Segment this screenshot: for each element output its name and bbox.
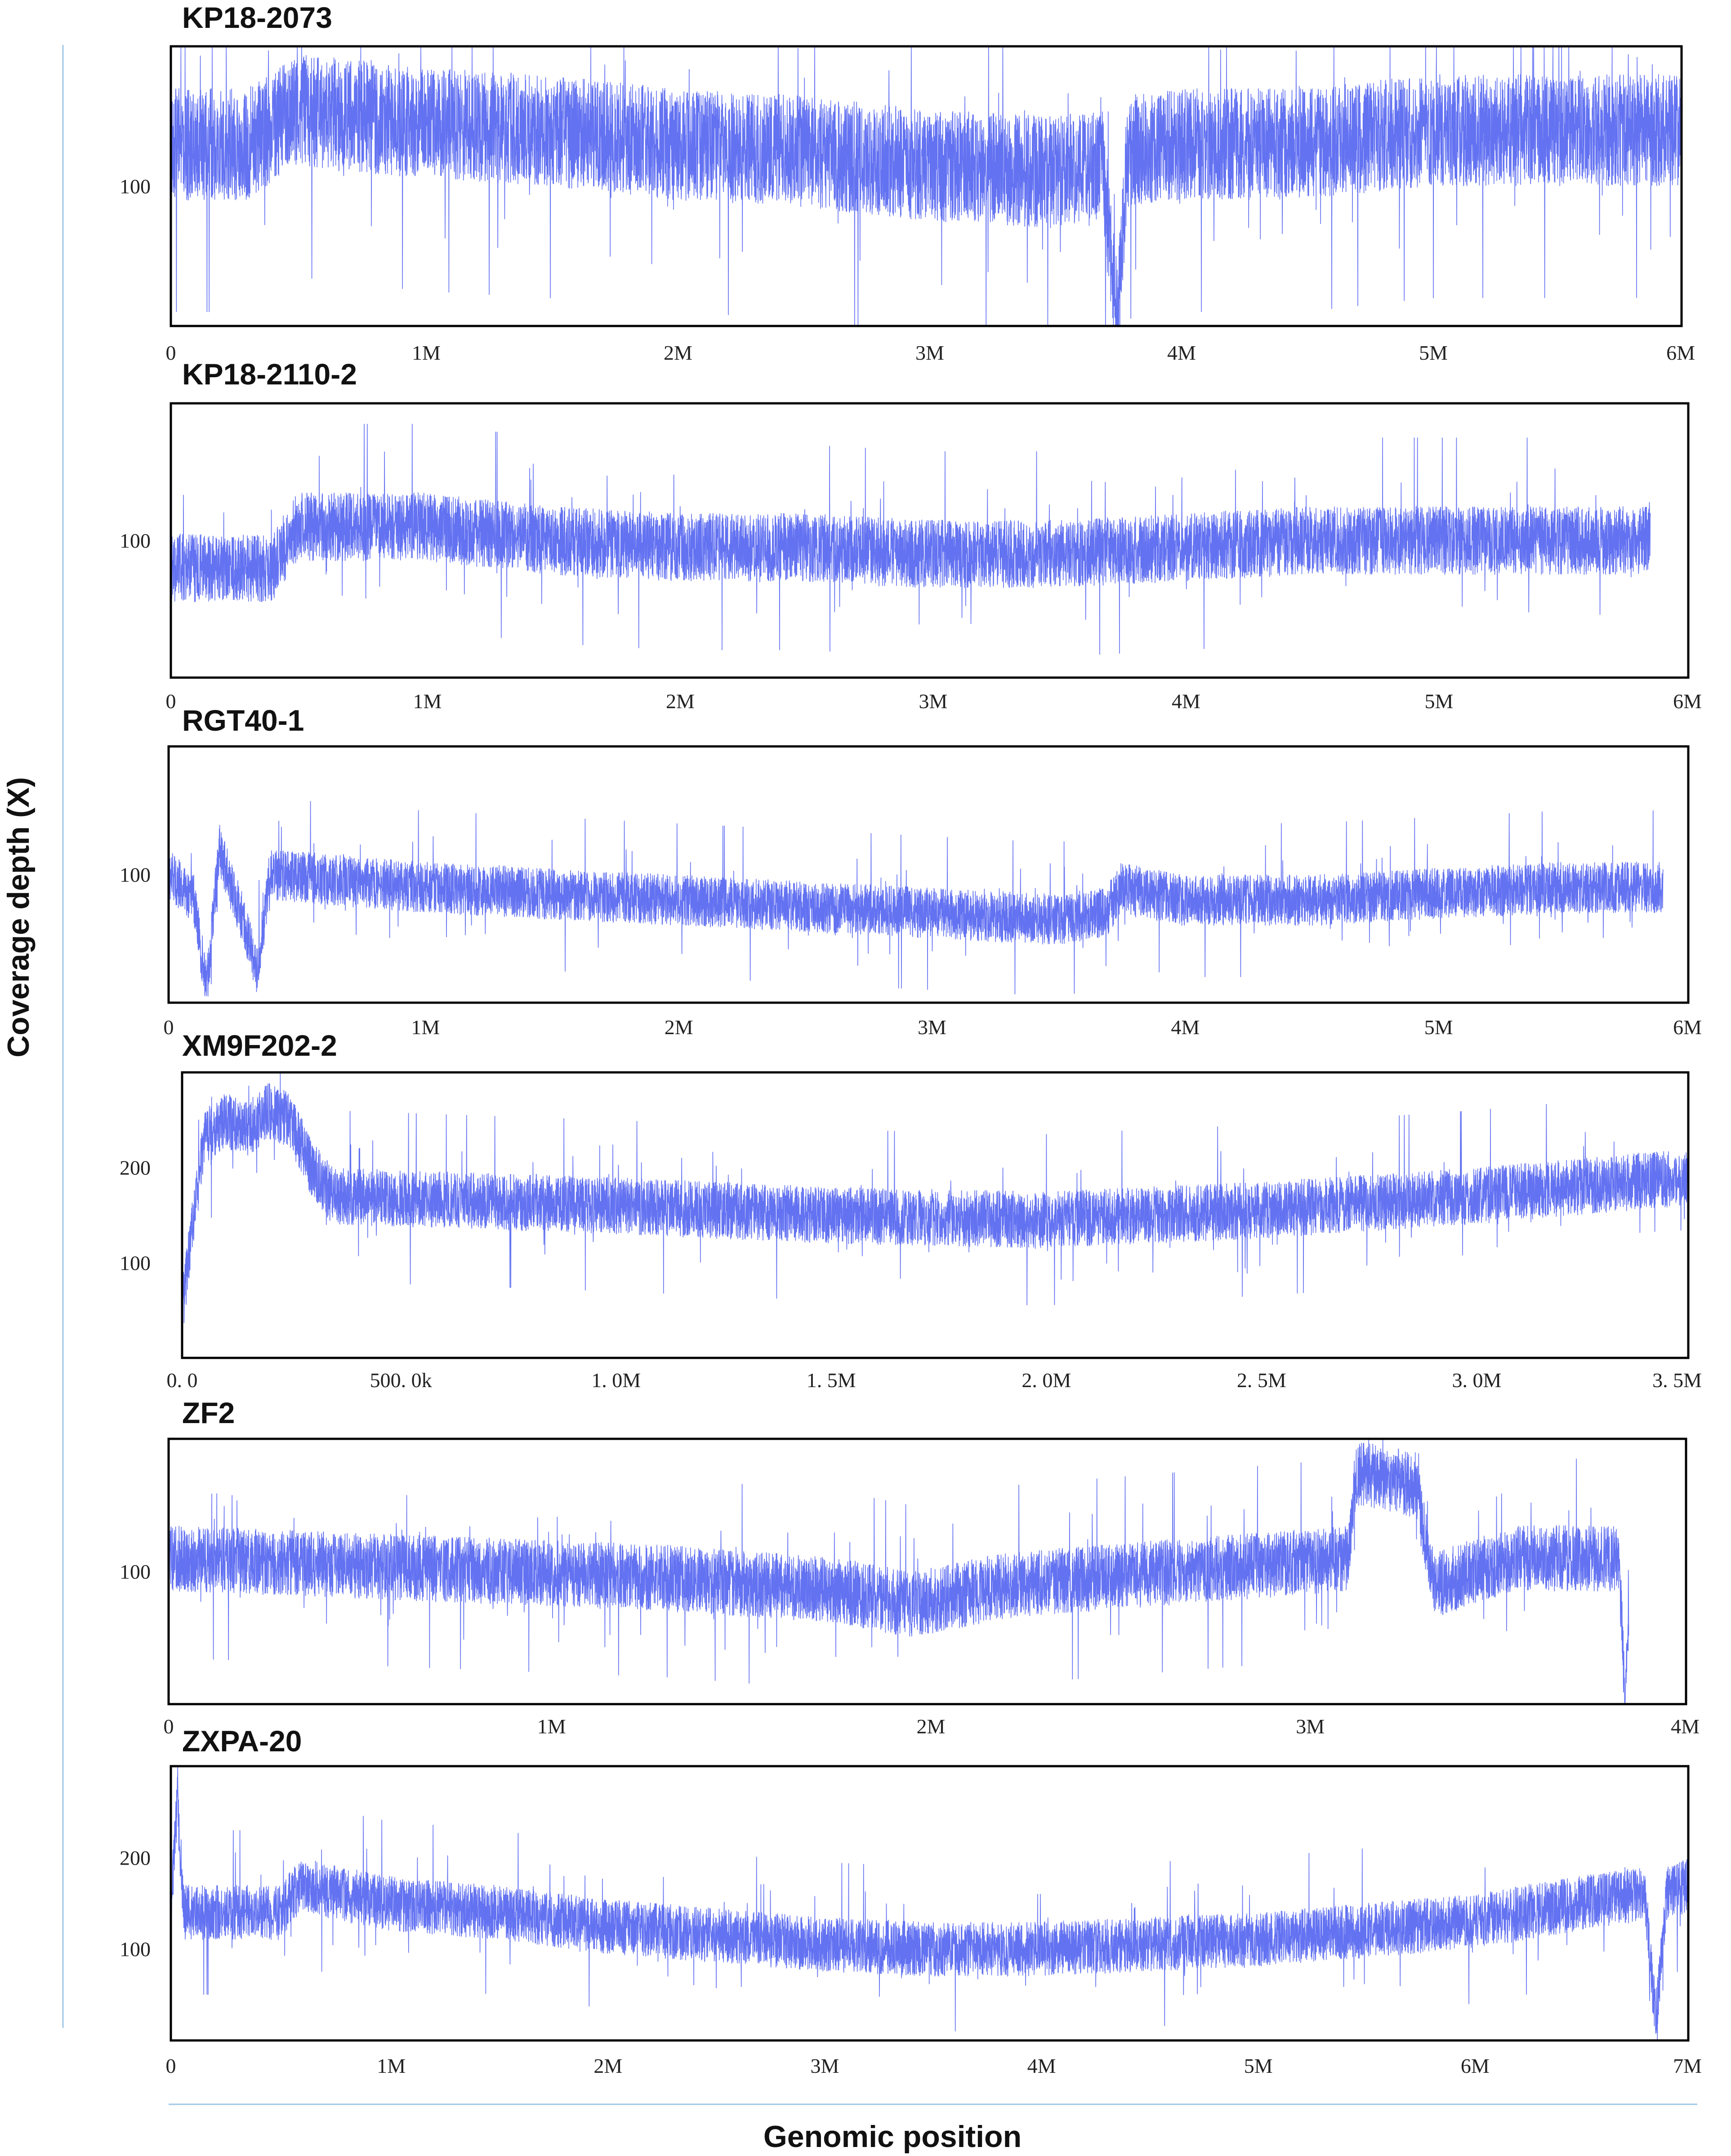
- x-tick-label: 2. 0M: [1022, 1369, 1071, 1392]
- plot-frame: [167, 745, 1690, 1004]
- coverage-trace: [182, 1073, 1689, 1323]
- plot-frame: [170, 402, 1690, 679]
- x-tick-label: 3M: [1296, 1715, 1325, 1738]
- y-tick-label: 100: [120, 175, 151, 198]
- x-tick-label: 0: [166, 690, 176, 713]
- x-tick-label: 1. 0M: [591, 1369, 641, 1392]
- plot-frame: [181, 1071, 1690, 1359]
- y-tick-label: 100: [120, 863, 151, 886]
- y-tick-label: 100: [120, 1251, 151, 1274]
- x-tick-label: 2M: [666, 690, 695, 713]
- x-tick-label: 3. 5M: [1652, 1369, 1702, 1392]
- x-tick-label: 6M: [1666, 341, 1695, 364]
- x-tick-label: 500. 0k: [370, 1369, 432, 1392]
- x-tick-label: 2. 5M: [1237, 1369, 1286, 1392]
- x-tick-label: 3M: [918, 1016, 946, 1039]
- x-tick-label: 0: [164, 1016, 174, 1039]
- x-tick-label: 3. 0M: [1452, 1369, 1501, 1392]
- x-tick-label: 4M: [1167, 341, 1196, 364]
- x-tick-label: 0: [166, 2054, 176, 2077]
- x-tick-label: 1M: [413, 690, 442, 713]
- panel-title: KP18-2110-2: [182, 357, 357, 391]
- chart-panels: KP18-2073 0 1M 2M 3M 4M 5M 6M 100 KP18-2110-2 0 1M 2…: [120, 1, 1702, 2077]
- x-tick-label: 6M: [1673, 1016, 1702, 1039]
- x-tick-label: 6M: [1673, 690, 1702, 713]
- x-tick-label: 0: [166, 341, 176, 364]
- plot-frame: [170, 45, 1683, 327]
- x-tick-label: 1M: [411, 1016, 440, 1039]
- x-tick-label: 3M: [810, 2054, 839, 2077]
- coverage-trace: [168, 801, 1664, 997]
- panel-title: KP18-2073: [182, 1, 332, 34]
- x-tick-label: 5M: [1419, 341, 1448, 364]
- x-tick-label: 1M: [412, 341, 441, 364]
- x-tick-label: 2M: [664, 341, 692, 364]
- x-tick-label: 1M: [537, 1715, 566, 1738]
- x-tick-label: 4M: [1171, 1016, 1200, 1039]
- plot-frame: [170, 1765, 1690, 2042]
- panel-title: ZF2: [182, 1396, 235, 1429]
- y-tick-label: 200: [120, 1156, 151, 1179]
- plot-frame: [167, 1437, 1687, 1705]
- x-tick-label: 4M: [1027, 2054, 1056, 2077]
- x-tick-label: 6M: [1461, 2054, 1490, 2077]
- coverage-trace: [170, 1767, 1689, 2040]
- panel-1: KP18-2073 0 1M 2M 3M 4M 5M 6M 100: [120, 1, 1695, 364]
- x-axis-title: Genomic position: [763, 2120, 1022, 2154]
- x-tick-label: 3M: [915, 341, 944, 364]
- x-tick-label: 2M: [665, 1016, 693, 1039]
- x-tick-label: 2M: [917, 1715, 946, 1738]
- x-tick-label: 0. 0: [167, 1369, 198, 1392]
- panel-2: KP18-2110-2 0 1M 2M 3M 4M 5M 6M 100: [120, 357, 1702, 713]
- panel-title: XM9F202-2: [182, 1029, 337, 1062]
- x-tick-label: 7M: [1673, 2054, 1702, 2077]
- panel-3: RGT40-1 0 1M 2M 3M 4M 5M 6M 100: [120, 704, 1702, 1039]
- y-tick-label: 200: [120, 1846, 151, 1869]
- x-tick-label: 4M: [1172, 690, 1200, 713]
- y-tick-label: 100: [120, 1560, 151, 1583]
- x-tick-label: 4M: [1671, 1715, 1700, 1738]
- y-tick-label: 100: [120, 529, 151, 552]
- panel-title: RGT40-1: [182, 704, 304, 737]
- panel-6: ZXPA-20 0 1M 2M 3M 4M 5M 6M 7M 100 200: [120, 1724, 1702, 2077]
- coverage-trace: [168, 1439, 1629, 1704]
- y-tick-label: 100: [120, 1938, 151, 1961]
- panel-4: XM9F202-2 0. 0 500. 0k 1. 0M 1. 5M 2. 0M 2. 5M…: [120, 1029, 1702, 1392]
- y-axis-title: Coverage depth (X): [1, 777, 36, 1057]
- x-tick-label: 3M: [919, 690, 948, 713]
- panel-5: ZF2 0 1M 2M 3M 4M 100: [120, 1396, 1700, 1738]
- x-tick-label: 5M: [1244, 2054, 1273, 2077]
- x-tick-label: 5M: [1425, 690, 1454, 713]
- coverage-trace: [170, 424, 1651, 655]
- x-tick-label: 2M: [593, 2054, 622, 2077]
- x-tick-label: 1. 5M: [807, 1369, 856, 1392]
- x-tick-label: 1M: [377, 2054, 406, 2077]
- x-tick-label: 5M: [1424, 1016, 1453, 1039]
- coverage-trace: [170, 47, 1682, 326]
- x-tick-label: 0: [164, 1715, 174, 1738]
- panel-title: ZXPA-20: [182, 1724, 302, 1758]
